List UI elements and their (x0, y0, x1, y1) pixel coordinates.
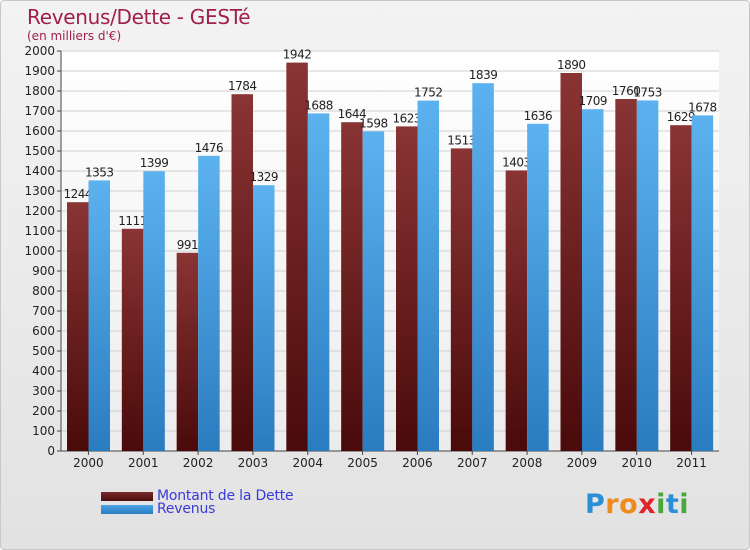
bar-revenus (691, 115, 714, 452)
y-tick-label: 1400 (24, 164, 55, 178)
y-tick-label: 2000 (24, 44, 55, 58)
y-tick-label: 100 (32, 424, 55, 438)
data-label-dette: 1513 (447, 133, 476, 147)
logo-letter: r (605, 489, 620, 520)
y-tick-label: 1700 (24, 104, 55, 118)
bar-dette (121, 228, 144, 451)
data-label-dette: 1629 (667, 110, 696, 124)
data-label-revenus: 1636 (524, 109, 553, 123)
x-tick-label: 2010 (621, 456, 652, 470)
data-label-revenus: 1753 (633, 85, 662, 99)
x-tick-label: 2003 (238, 456, 269, 470)
bar-dette (67, 202, 89, 451)
x-tick-label: 2007 (457, 456, 488, 470)
data-label-revenus: 1709 (578, 94, 607, 108)
x-tick-label: 2011 (676, 456, 707, 470)
x-tick-label: 2006 (402, 456, 433, 470)
y-tick-label: 1100 (24, 224, 55, 238)
logo-letter: x (638, 489, 657, 520)
bar-revenus (253, 185, 275, 451)
data-label-dette: 1942 (283, 48, 312, 62)
x-tick-label: 2005 (347, 456, 378, 470)
bar-revenus (417, 100, 439, 451)
y-tick-label: 1200 (24, 204, 55, 218)
legend-label-dette: Montant de la Dette (157, 488, 294, 504)
data-label-revenus: 1678 (688, 100, 717, 114)
x-tick-label: 2004 (292, 456, 323, 470)
data-label-dette: 1890 (557, 58, 586, 72)
y-tick-label: 1000 (24, 244, 55, 258)
logo-letter: t (665, 489, 680, 520)
legend-label-revenus: Revenus (157, 501, 216, 517)
bar-revenus (527, 123, 549, 452)
y-tick-label: 700 (32, 304, 55, 318)
legend-swatch-dette (101, 491, 153, 501)
y-tick-label: 1900 (24, 64, 55, 78)
bar-dette (615, 99, 637, 451)
bar-dette (231, 94, 253, 451)
y-tick-label: 600 (32, 324, 55, 338)
legend-item-revenus: Revenus (101, 501, 215, 517)
y-tick-label: 1600 (24, 124, 55, 138)
logo-letter: P (585, 489, 606, 520)
logo-letter: i (679, 489, 690, 520)
legend-item-dette: Montant de la Dette (101, 488, 294, 504)
bar-dette (396, 126, 418, 452)
bar-revenus (362, 131, 385, 451)
x-tick-label: 2000 (73, 456, 104, 470)
legend-swatch-revenus (101, 504, 153, 514)
data-label-dette: 991 (177, 238, 198, 252)
bar-revenus (88, 180, 110, 451)
data-label-dette: 1760 (612, 84, 641, 98)
bar-dette (505, 170, 528, 451)
bar-revenus (143, 171, 165, 451)
data-label-dette: 1644 (338, 107, 367, 121)
chart-title: Revenus/Dette - GESTé (27, 5, 251, 29)
bar-dette (450, 148, 473, 451)
data-label-revenus: 1752 (414, 86, 443, 100)
logo-letter: i (656, 489, 666, 520)
data-label-revenus: 1353 (85, 165, 114, 179)
bar-dette (560, 73, 582, 451)
y-tick-label: 900 (32, 264, 55, 278)
bar-dette (341, 122, 363, 451)
bar-dette (176, 252, 199, 451)
bar-revenus (582, 109, 604, 451)
data-label-dette: 1784 (228, 79, 257, 93)
chart-subtitle: (en milliers d'€) (27, 29, 122, 43)
data-label-dette: 1111 (118, 214, 147, 228)
data-label-dette: 1623 (392, 111, 421, 125)
x-tick-label: 2009 (567, 456, 598, 470)
y-tick-label: 300 (32, 384, 55, 398)
data-label-revenus: 1688 (304, 98, 333, 112)
bar-revenus (636, 100, 659, 452)
data-label-dette: 1403 (502, 155, 531, 169)
y-tick-label: 1800 (24, 84, 55, 98)
x-tick-label: 2001 (128, 456, 159, 470)
y-tick-label: 500 (32, 344, 55, 358)
y-tick-label: 200 (32, 404, 55, 418)
y-tick-label: 400 (32, 364, 55, 378)
y-tick-label: 800 (32, 284, 55, 298)
data-label-dette: 1244 (63, 187, 92, 201)
data-label-revenus: 1476 (195, 141, 224, 155)
y-tick-label: 0 (47, 444, 55, 458)
bar-revenus (472, 83, 494, 451)
y-tick-label: 1500 (24, 144, 55, 158)
bar-revenus (307, 113, 330, 452)
data-label-revenus: 1329 (249, 170, 278, 184)
proxiti-logo: Proxiti (585, 489, 689, 520)
bar-dette (286, 62, 308, 451)
data-label-revenus: 1598 (359, 116, 388, 130)
bar-dette (670, 125, 692, 451)
y-tick-label: 1300 (24, 184, 55, 198)
x-tick-label: 2008 (512, 456, 543, 470)
data-label-revenus: 1839 (469, 68, 498, 82)
x-tick-label: 2002 (183, 456, 214, 470)
data-label-revenus: 1399 (140, 156, 169, 170)
bar-revenus (198, 155, 220, 452)
logo-letter: o (619, 489, 639, 520)
